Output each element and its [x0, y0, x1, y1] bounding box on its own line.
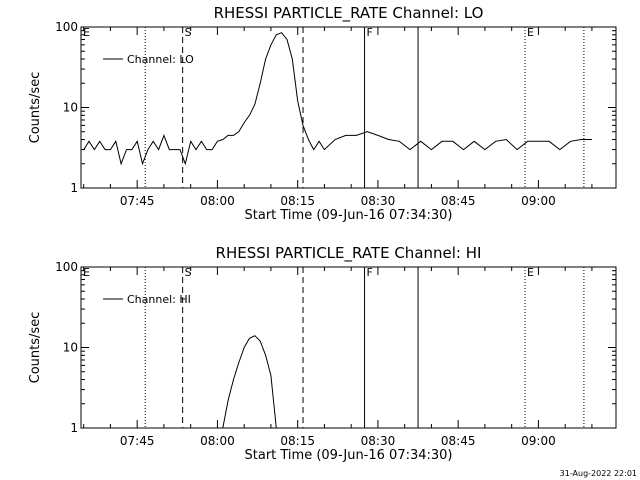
- x-tick-label: 08:30: [361, 434, 396, 448]
- y-tick-label: 10: [63, 101, 78, 115]
- marker-label: E: [527, 266, 534, 279]
- x-tick-label: 07:45: [120, 194, 155, 208]
- x-tick-label: 08:30: [361, 194, 396, 208]
- legend-label: Channel: LO: [127, 53, 194, 66]
- series-line: [222, 335, 277, 429]
- marker-label: S: [185, 266, 192, 279]
- x-tick-label: 08:00: [200, 194, 235, 208]
- series-line: [83, 32, 592, 166]
- y-axis-label: Counts/sec: [28, 72, 43, 144]
- marker-label: E: [83, 26, 90, 39]
- y-tick-label: 1: [70, 421, 78, 435]
- x-tick-label: 08:15: [280, 434, 315, 448]
- legend-label: Channel: HI: [127, 293, 191, 306]
- marker-label: E: [83, 266, 90, 279]
- chart-title: RHESSI PARTICLE_RATE Channel: LO: [214, 4, 484, 23]
- x-tick-label: 08:45: [441, 434, 476, 448]
- chart-title: RHESSI PARTICLE_RATE Channel: HI: [216, 244, 482, 263]
- plot-frame: [80, 266, 617, 429]
- marker-label: F: [367, 266, 373, 279]
- y-tick-label: 100: [55, 20, 78, 34]
- chart-panel-hi: RHESSI PARTICLE_RATE Channel: HI 1 10 100 Co…: [28, 244, 617, 463]
- x-axis-label: Start Time (09-Jun-16 07:34:30): [245, 448, 453, 463]
- x-tick-label: 07:45: [120, 434, 155, 448]
- x-axis-label: Start Time (09-Jun-16 07:34:30): [245, 208, 453, 223]
- marker-label: E: [527, 26, 534, 39]
- y-tick-label: 100: [55, 260, 78, 274]
- chart-panel-lo: RHESSI PARTICLE_RATE Channel: LO 1 10 100 Co…: [28, 4, 617, 223]
- timestamp-label: 31-Aug-2022 22:01: [560, 469, 637, 478]
- plot-frame: [80, 26, 617, 189]
- x-tick-label: 08:15: [280, 194, 315, 208]
- marker-label: S: [185, 26, 192, 39]
- y-tick-label: 1: [70, 181, 78, 195]
- marker-label: F: [367, 26, 373, 39]
- y-tick-label: 10: [63, 341, 78, 355]
- x-tick-label: 08:00: [200, 434, 235, 448]
- x-tick-label: 09:00: [521, 434, 556, 448]
- y-axis-label: Counts/sec: [28, 312, 43, 384]
- x-tick-label: 09:00: [521, 194, 556, 208]
- x-tick-label: 08:45: [441, 194, 476, 208]
